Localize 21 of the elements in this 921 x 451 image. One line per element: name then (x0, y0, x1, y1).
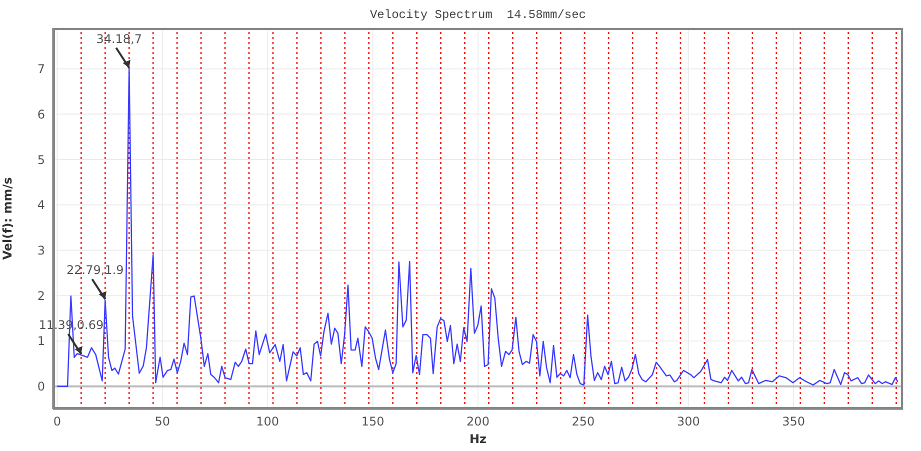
y-tick-label: 3 (37, 244, 45, 258)
y-tick-label: 2 (37, 288, 45, 303)
y-tick-label: 6 (37, 107, 45, 122)
x-tick-label: 350 (782, 414, 806, 429)
y-tick-label: 7 (37, 62, 45, 76)
x-tick-label: 150 (361, 414, 384, 429)
x-tick-label: 0 (53, 414, 62, 429)
x-tick-label: 100 (256, 414, 280, 429)
x-tick-label: 250 (572, 414, 595, 429)
x-tick-label: 300 (676, 414, 700, 429)
x-tick-label: 200 (466, 414, 490, 429)
chart-title: Velocity Spectrum 14.58mm/sec (368, 8, 588, 22)
y-axis-title: Vel(f): mm/s (0, 177, 14, 260)
y-tick-label: 4 (37, 198, 45, 212)
x-tick-label: 50 (154, 414, 170, 429)
annotation: 22.79,1.9 (66, 263, 124, 278)
x-axis-title: Hz (469, 432, 487, 446)
annotation: 34.18,7 (96, 32, 142, 46)
y-tick-label: 5 (37, 152, 45, 167)
y-tick-label: 0 (37, 380, 45, 394)
y-tick-label: 1 (37, 334, 45, 348)
